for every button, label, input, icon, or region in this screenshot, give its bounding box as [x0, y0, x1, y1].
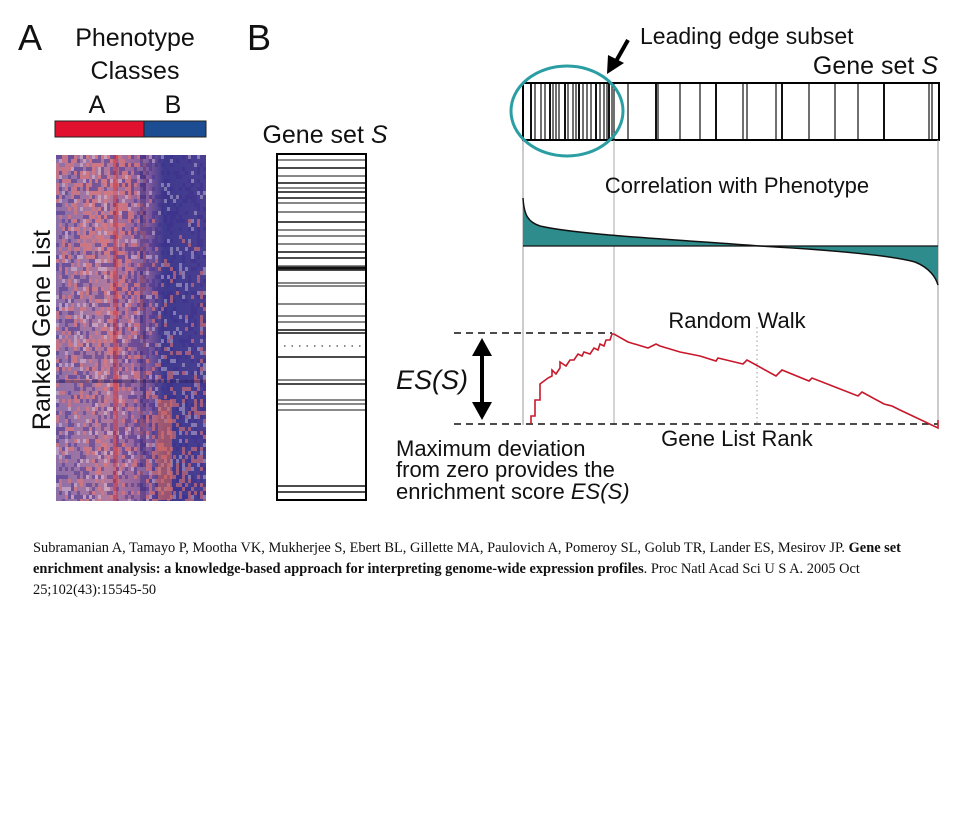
es-double-arrow-icon — [472, 338, 492, 420]
phenotype-header-line2: Classes — [91, 57, 180, 85]
leading-edge-arrow-icon — [607, 39, 630, 74]
gene-set-hit-lines — [530, 84, 933, 139]
panel-b-letter: B — [247, 17, 271, 58]
class-b-bar — [143, 120, 207, 138]
gene-set-membership-lines — [278, 159, 365, 493]
caption-line3: enrichment score ES(S) — [396, 479, 630, 504]
class-a-bar — [54, 120, 145, 138]
es-label: ES(S) — [396, 365, 468, 395]
expression-heatmap — [56, 155, 206, 501]
caption-line1: Maximum deviation — [396, 436, 586, 461]
gene-set-bar — [522, 82, 940, 141]
citation: Subramanian A, Tamayo P, Mootha VK, Mukh… — [33, 538, 933, 601]
correlation-fill-negative — [760, 246, 938, 285]
panel-b: B Gene set S Leading edge subset Gene se… — [247, 17, 940, 504]
class-b-label: B — [165, 91, 182, 119]
correlation-title: Correlation with Phenotype — [605, 173, 869, 198]
random-walk-curve — [530, 333, 939, 430]
citation-journal: . Proc Natl Acad Sci U S A. 2005 Oct 25;… — [33, 561, 860, 598]
gene-list-rank-label: Gene List Rank — [661, 426, 814, 451]
class-a-label: A — [89, 91, 106, 119]
caption-line2: from zero provides the — [396, 457, 615, 482]
gene-set-column — [276, 153, 367, 501]
gsea-figure: A Phenotype Classes A B Ranked Gene List… — [18, 17, 940, 504]
random-walk-title: Random Walk — [668, 308, 806, 333]
citation-authors: Subramanian A, Tamayo P, Mootha VK, Mukh… — [33, 540, 849, 556]
gene-set-title-left: Gene set S — [262, 121, 387, 149]
phenotype-header-line1: Phenotype — [75, 24, 195, 52]
correlation-fill-positive — [523, 198, 760, 246]
panel-a-letter: A — [18, 17, 42, 58]
citation-title: Gene set enrichment analysis: a knowledg… — [33, 540, 901, 577]
leading-edge-circle — [509, 64, 625, 158]
gene-set-title-top: Gene set S — [813, 52, 938, 80]
ranked-gene-list-label: Ranked Gene List — [28, 230, 56, 430]
leading-edge-label: Leading edge subset — [640, 23, 854, 49]
panel-a: A Phenotype Classes A B Ranked Gene List — [18, 17, 207, 501]
